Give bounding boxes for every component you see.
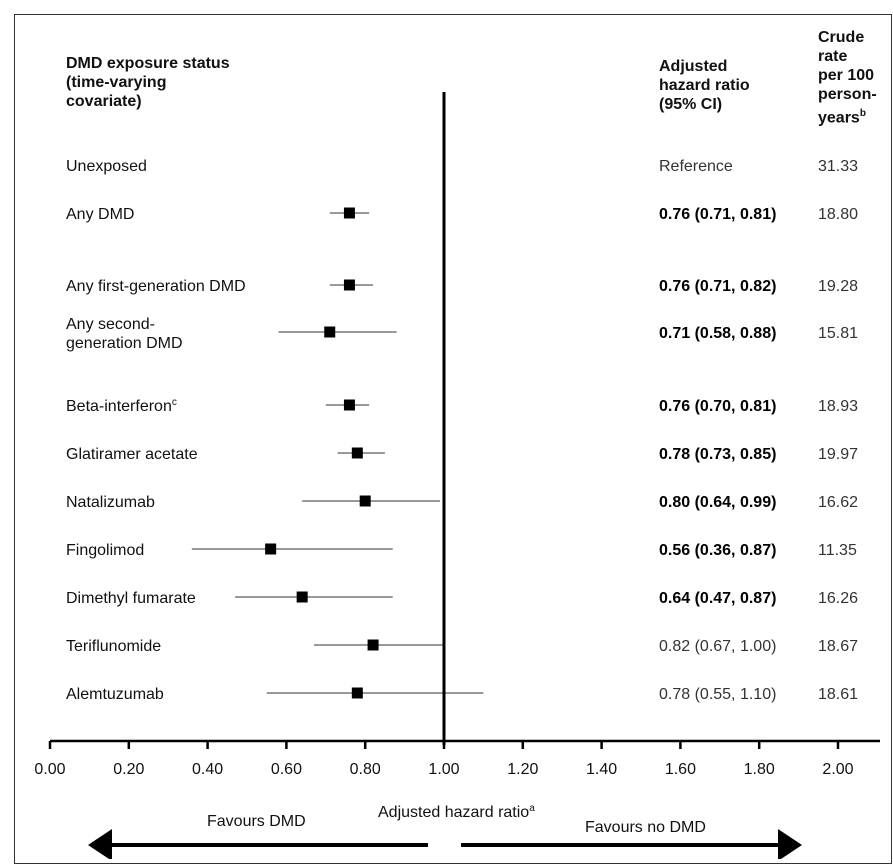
forest-row: Natalizumab 0.80 (0.64, 0.99) 16.62 — [66, 494, 858, 511]
forest-row: Alemtuzumab 0.78 (0.55, 1.10) 18.61 — [66, 686, 858, 703]
rate-value: 31.33 — [818, 158, 858, 175]
hr-value: Reference — [659, 158, 733, 175]
row-label-line: Dimethyl fumarate — [66, 590, 196, 607]
rate-value: 16.26 — [818, 590, 858, 607]
x-tick-label: 1.40 — [586, 761, 617, 778]
x-tick-label: 0.40 — [192, 761, 223, 778]
rate-header-superscript: b — [859, 108, 866, 119]
point-estimate — [343, 207, 355, 219]
rate-value: 15.81 — [818, 325, 858, 342]
x-tick-label: 0.60 — [271, 761, 302, 778]
hr-value: 0.76 (0.71, 0.81) — [659, 206, 776, 223]
hr-value: 0.76 (0.71, 0.82) — [659, 278, 776, 295]
forest-row: Fingolimod 0.56 (0.36, 0.87) 11.35 — [66, 542, 857, 559]
point-estimate — [367, 639, 379, 651]
row-label-line: Natalizumab — [66, 494, 155, 511]
row-label-superscript: c — [172, 397, 177, 408]
row-label-line: Teriflunomide — [66, 638, 161, 655]
forest-row: Dimethyl fumarate 0.64 (0.47, 0.87) 16.26 — [66, 590, 858, 607]
point-estimate — [343, 279, 355, 291]
row-label: Teriflunomide — [66, 638, 161, 655]
rate-value: 18.80 — [818, 206, 858, 223]
point-estimate — [296, 591, 308, 603]
point-estimate — [343, 399, 355, 411]
row-label-line: Any first-generation DMD — [66, 278, 246, 295]
rate-header-text: Crude rate per 100 person- years — [818, 29, 877, 127]
rate-value: 19.97 — [818, 446, 858, 463]
row-label: Any second-generation DMD — [66, 316, 183, 352]
hr-value: 0.64 (0.47, 0.87) — [659, 590, 776, 607]
row-label: Glatiramer acetate — [66, 446, 198, 463]
row-label: Unexposed — [66, 158, 147, 175]
rate-value: 19.28 — [818, 278, 858, 295]
favours-dmd-label: Favours DMD — [207, 813, 306, 830]
forest-row: Any DMD 0.76 (0.71, 0.81) 18.80 — [66, 206, 858, 223]
row-label: Any first-generation DMD — [66, 278, 246, 295]
rate-value: 16.62 — [818, 494, 858, 511]
row-label-line: Any DMD — [66, 206, 134, 223]
row-label-line: Glatiramer acetate — [66, 446, 198, 463]
point-estimate — [324, 326, 336, 338]
x-axis-title-superscript: a — [529, 803, 535, 814]
hr-value: 0.76 (0.70, 0.81) — [659, 398, 776, 415]
point-estimate — [351, 687, 363, 699]
rate-value: 18.67 — [818, 638, 858, 655]
x-tick-label: 1.20 — [507, 761, 538, 778]
forest-row: Beta-interferonc 0.76 (0.70, 0.81) 18.93 — [66, 397, 858, 415]
x-tick-label: 1.00 — [428, 761, 459, 778]
forest-row: Any first-generation DMD 0.76 (0.71, 0.82… — [66, 278, 858, 295]
rate-value: 18.93 — [818, 398, 858, 415]
rate-value: 11.35 — [818, 542, 857, 559]
row-label-line: Fingolimod — [66, 542, 144, 559]
x-tick-label: 0.80 — [350, 761, 381, 778]
x-axis-title: Adjusted hazard ratioa — [378, 803, 535, 821]
favours-no-dmd-label: Favours no DMD — [585, 819, 706, 836]
label-column-header: DMD exposure status (time-varying covari… — [66, 55, 230, 110]
hr-value: 0.80 (0.64, 0.99) — [659, 494, 776, 511]
x-tick-label: 0.00 — [34, 761, 65, 778]
row-label: Any DMD — [66, 206, 134, 223]
forest-row: Unexposed Reference 31.33 — [66, 158, 858, 175]
forest-row: Glatiramer acetate 0.78 (0.73, 0.85) 19.97 — [66, 446, 858, 463]
hr-value: 0.82 (0.67, 1.00) — [659, 638, 776, 655]
forest-row: Teriflunomide 0.82 (0.67, 1.00) 18.67 — [66, 638, 858, 655]
row-label-line: Beta-interferon — [66, 398, 172, 415]
point-estimate — [359, 495, 371, 507]
x-tick-label: 2.00 — [822, 761, 853, 778]
x-tick-label: 1.80 — [744, 761, 775, 778]
x-tick-label: 1.60 — [665, 761, 696, 778]
hr-value: 0.56 (0.36, 0.87) — [659, 542, 776, 559]
hr-value: 0.78 (0.73, 0.85) — [659, 446, 776, 463]
x-tick-label: 0.20 — [113, 761, 144, 778]
hr-column-header: Adjusted hazard ratio (95% CI) — [659, 58, 750, 113]
hr-value: 0.71 (0.58, 0.88) — [659, 325, 776, 342]
row-label: Natalizumab — [66, 494, 155, 511]
hr-value: 0.78 (0.55, 1.10) — [659, 686, 776, 703]
point-estimate — [265, 543, 277, 555]
row-label: Alemtuzumab — [66, 686, 164, 703]
row-label: Fingolimod — [66, 542, 144, 559]
forest-row: Any second-generation DMD 0.71 (0.58, 0.8… — [66, 316, 858, 352]
point-estimate — [351, 447, 363, 459]
rate-column-header: Crude rate per 100 person- yearsb — [818, 28, 877, 127]
row-label: Dimethyl fumarate — [66, 590, 196, 607]
row-label-line: Unexposed — [66, 158, 147, 175]
row-label-line: Any second- — [66, 316, 155, 333]
row-label-line: generation DMD — [66, 335, 183, 352]
row-label: Beta-interferonc — [66, 397, 177, 415]
row-label-line: Alemtuzumab — [66, 686, 164, 703]
rate-value: 18.61 — [818, 686, 858, 703]
